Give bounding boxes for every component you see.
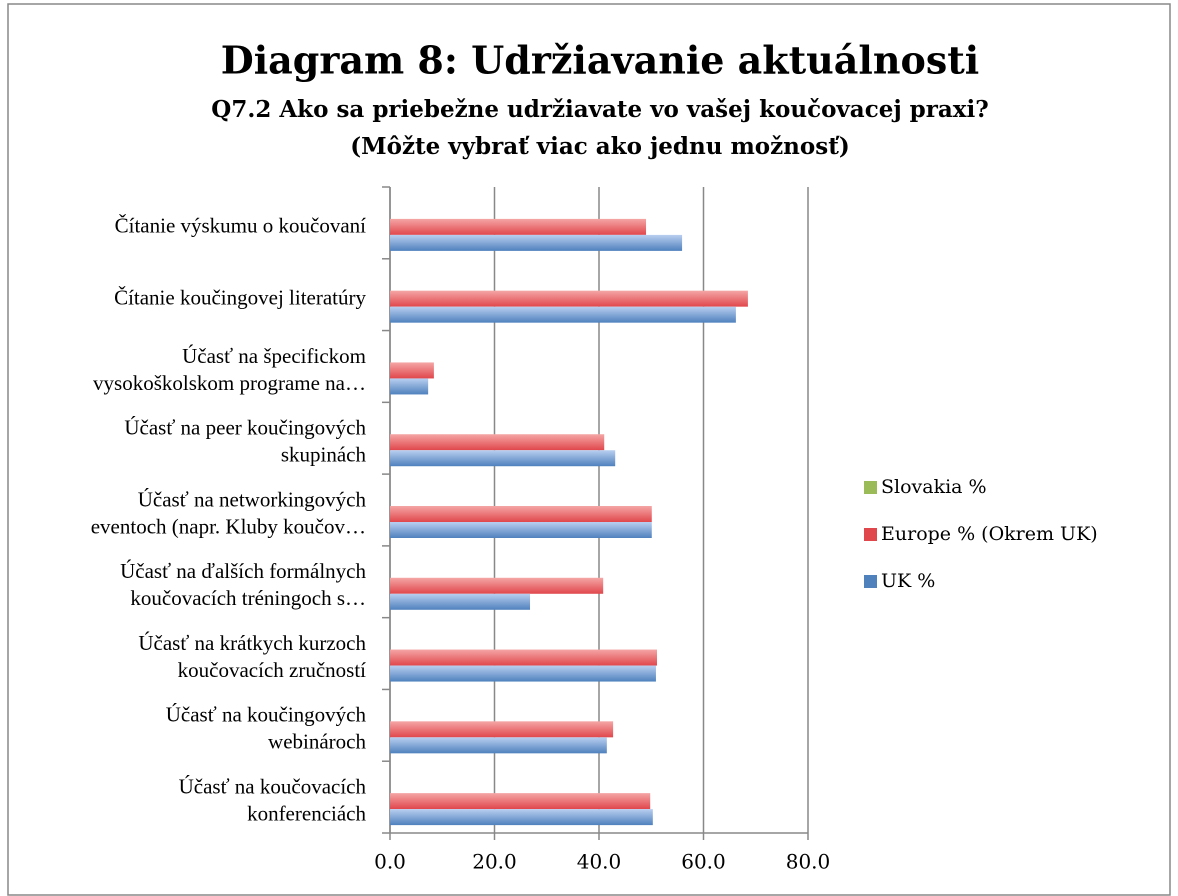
y-tick-label: Účasť na špecifickom [182, 344, 366, 368]
y-tick-label: eventoch (napr. Kluby koučov… [91, 514, 366, 538]
y-tick-label: Čítanie koučingovej literatúry [114, 285, 366, 309]
chart-subtitle: Q7.2 Ako sa priebežne udržiavate vo vaše… [211, 96, 988, 123]
y-tick-label: Účasť na peer koučingových [124, 416, 366, 440]
legend-swatch [864, 528, 877, 541]
legend-label: Europe % (Okrem UK) [881, 523, 1098, 545]
bar [390, 577, 604, 594]
y-tick-label: Účasť na krátkych kurzoch [138, 631, 366, 655]
x-tick-label: 60.0 [681, 850, 726, 874]
legend-swatch [864, 481, 877, 494]
x-tick-label: 40.0 [577, 850, 622, 874]
y-tick-label: konferenciách [247, 801, 366, 825]
y-tick-label: Čítanie výskumu o koučovaní [115, 214, 367, 238]
bar [390, 809, 653, 826]
x-tick-label: 0.0 [374, 850, 406, 874]
y-tick-label: webinároch [268, 730, 366, 754]
bar [390, 434, 605, 451]
bar [390, 290, 748, 307]
bar [390, 721, 614, 738]
bar [390, 378, 429, 395]
bar [390, 593, 531, 610]
bar [390, 793, 651, 810]
bar [390, 649, 657, 666]
bar [390, 522, 652, 538]
x-tick-label: 80.0 [786, 850, 831, 874]
y-tick-label: Účasť na koučovacích [179, 774, 367, 798]
y-tick-label: skupinách [281, 443, 367, 467]
y-tick-label: Účasť na koučingových [166, 703, 367, 727]
legend-swatch [864, 575, 877, 588]
bar [390, 450, 616, 467]
y-tick-label: koučovacích tréningoch s… [130, 586, 366, 610]
legend-label: UK % [881, 570, 935, 592]
y-tick-label: Účasť na networkingových [138, 487, 367, 511]
chart-subtitle: (Môžte vybrať viac ako jednu možnosť) [350, 133, 849, 160]
y-tick-label: Účasť na ďalších formálnych [120, 559, 366, 583]
bar [390, 218, 647, 235]
y-tick-label: koučovacích zručností [178, 658, 367, 682]
chart-title: Diagram 8: Udržiavanie aktuálnosti [221, 38, 979, 83]
bar [390, 362, 434, 379]
bar [390, 234, 683, 251]
x-tick-label: 20.0 [472, 850, 517, 874]
bar [390, 737, 607, 754]
legend-label: Slovakia % [881, 476, 987, 498]
bar [390, 506, 652, 522]
bar [390, 665, 656, 682]
bar [390, 306, 736, 323]
y-tick-label: vysokoškolskom programe na… [93, 371, 366, 395]
